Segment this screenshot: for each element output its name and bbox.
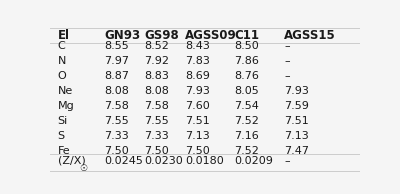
Text: –: –: [284, 156, 290, 166]
Text: 7.47: 7.47: [284, 146, 309, 156]
Text: C11: C11: [234, 29, 260, 42]
Text: 7.93: 7.93: [185, 86, 210, 96]
Text: 0.0180: 0.0180: [185, 156, 224, 166]
Text: 7.33: 7.33: [104, 131, 129, 141]
Text: O: O: [58, 71, 66, 81]
Text: 8.76: 8.76: [234, 71, 259, 81]
Text: 7.60: 7.60: [185, 101, 210, 111]
Text: 7.54: 7.54: [234, 101, 259, 111]
Text: Fe: Fe: [58, 146, 70, 156]
Text: 7.86: 7.86: [234, 56, 259, 66]
Text: 7.50: 7.50: [144, 146, 169, 156]
Text: AGSS09: AGSS09: [185, 29, 237, 42]
Text: 8.50: 8.50: [234, 42, 259, 51]
Text: 7.52: 7.52: [234, 146, 259, 156]
Text: Ne: Ne: [58, 86, 73, 96]
Text: 7.33: 7.33: [144, 131, 169, 141]
Text: 7.58: 7.58: [104, 101, 129, 111]
Text: 8.55: 8.55: [104, 42, 129, 51]
Text: ☉: ☉: [79, 165, 87, 173]
Text: 7.83: 7.83: [185, 56, 210, 66]
Text: 7.50: 7.50: [185, 146, 210, 156]
Text: AGSS15: AGSS15: [284, 29, 336, 42]
Text: 7.51: 7.51: [284, 116, 309, 126]
Text: –: –: [284, 71, 290, 81]
Text: 8.08: 8.08: [104, 86, 129, 96]
Text: 7.52: 7.52: [234, 116, 259, 126]
Text: GN93: GN93: [104, 29, 140, 42]
Text: 7.13: 7.13: [284, 131, 309, 141]
Text: (Z/X): (Z/X): [58, 156, 86, 166]
Text: 7.93: 7.93: [284, 86, 309, 96]
Text: GS98: GS98: [144, 29, 179, 42]
Text: Si: Si: [58, 116, 68, 126]
Text: 7.50: 7.50: [104, 146, 129, 156]
Text: 8.83: 8.83: [144, 71, 170, 81]
Text: 7.16: 7.16: [234, 131, 259, 141]
Text: –: –: [284, 42, 290, 51]
Text: –: –: [284, 56, 290, 66]
Text: 8.08: 8.08: [144, 86, 170, 96]
Text: 8.43: 8.43: [185, 42, 210, 51]
Text: 8.52: 8.52: [144, 42, 170, 51]
Text: 7.92: 7.92: [144, 56, 170, 66]
Text: 7.55: 7.55: [144, 116, 169, 126]
Text: Mg: Mg: [58, 101, 74, 111]
Text: 8.69: 8.69: [185, 71, 210, 81]
Text: 0.0230: 0.0230: [144, 156, 183, 166]
Text: El: El: [58, 29, 70, 42]
Text: 7.51: 7.51: [185, 116, 210, 126]
Text: 7.97: 7.97: [104, 56, 129, 66]
Text: 7.13: 7.13: [185, 131, 210, 141]
Text: 7.55: 7.55: [104, 116, 129, 126]
Text: 0.0245: 0.0245: [104, 156, 143, 166]
Text: 8.05: 8.05: [234, 86, 259, 96]
Text: C: C: [58, 42, 66, 51]
Text: 8.87: 8.87: [104, 71, 129, 81]
Text: 7.59: 7.59: [284, 101, 309, 111]
Text: 7.58: 7.58: [144, 101, 170, 111]
Text: N: N: [58, 56, 66, 66]
Text: S: S: [58, 131, 65, 141]
Text: 0.0209: 0.0209: [234, 156, 273, 166]
